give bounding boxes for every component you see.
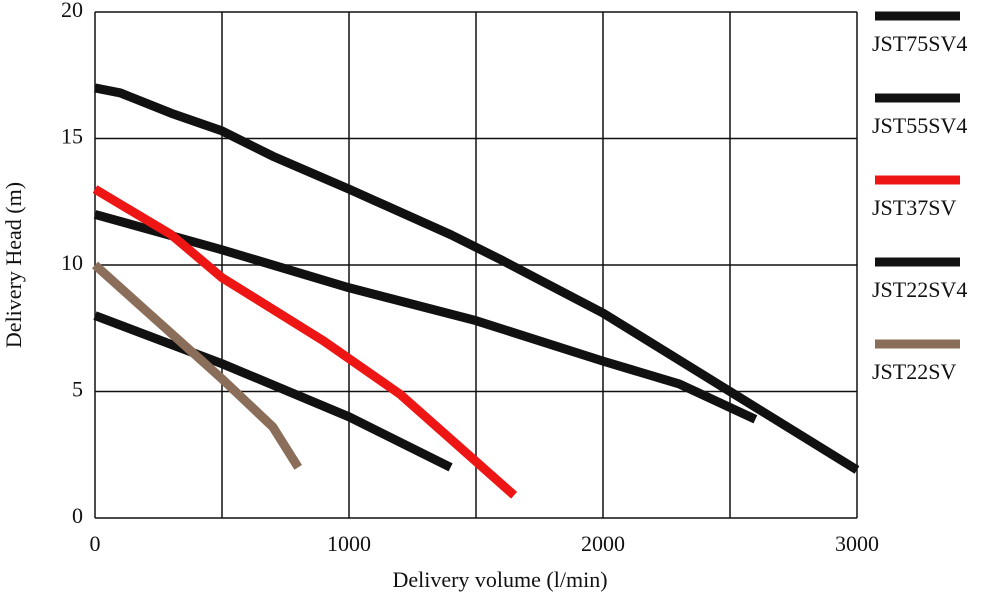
series-line bbox=[93, 210, 758, 424]
series-line bbox=[93, 311, 453, 472]
legend-label: JST22SV4 bbox=[872, 277, 967, 302]
legend-label: JST55SV4 bbox=[872, 113, 967, 138]
x-tick-label: 2000 bbox=[581, 531, 625, 556]
y-tick-label: 15 bbox=[61, 124, 83, 149]
x-tick-label: 0 bbox=[90, 531, 101, 556]
legend-label: JST37SV bbox=[872, 195, 956, 220]
y-tick-label: 10 bbox=[61, 250, 83, 275]
legend-label: JST22SV bbox=[872, 359, 956, 384]
y-tick-label: 20 bbox=[61, 0, 83, 22]
y-tick-label: 0 bbox=[72, 503, 83, 528]
x-tick-label: 3000 bbox=[835, 531, 879, 556]
x-tick-label: 1000 bbox=[327, 531, 371, 556]
legend-label: JST75SV4 bbox=[872, 31, 967, 56]
x-axis-label: Delivery volume (l/min) bbox=[392, 567, 607, 592]
y-axis-label: Delivery Head (m) bbox=[1, 182, 26, 348]
y-tick-label: 5 bbox=[72, 377, 83, 402]
series-line bbox=[94, 83, 860, 474]
series-line bbox=[92, 185, 518, 499]
series-line bbox=[91, 261, 303, 470]
